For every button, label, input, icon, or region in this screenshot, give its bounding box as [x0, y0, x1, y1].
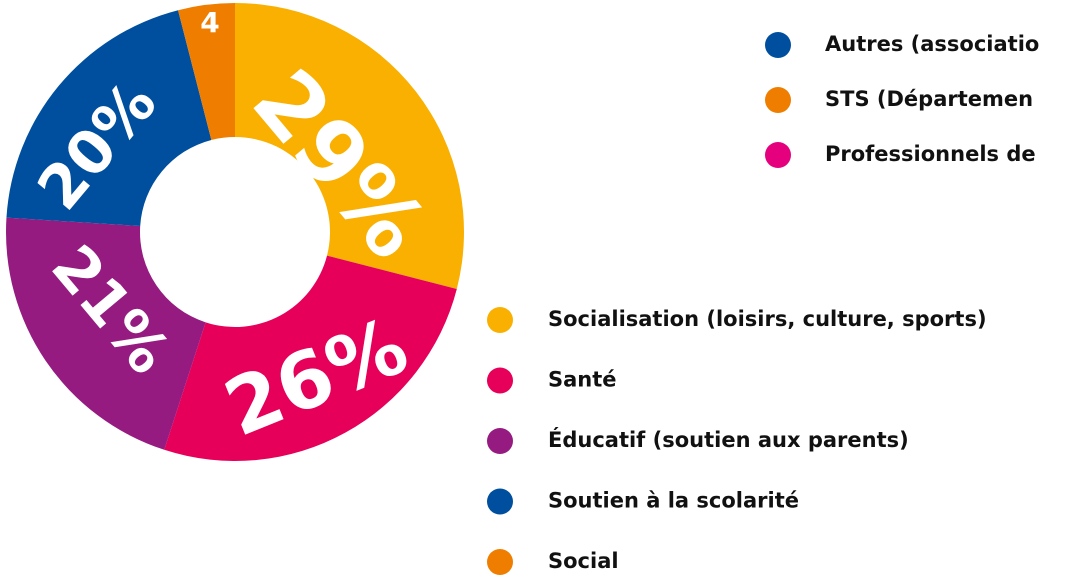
legend-label: Professionnels de	[825, 142, 1036, 166]
slice-label: 4	[200, 6, 219, 39]
legend-swatch	[487, 428, 513, 454]
legend-swatch	[765, 32, 791, 58]
pie-slice	[178, 3, 235, 140]
legend-swatch	[765, 142, 791, 168]
legend-label: STS (Départemen	[825, 87, 1033, 111]
pie-slice	[164, 255, 457, 462]
legend-label: Socialisation (loisirs, culture, sports)	[548, 307, 987, 331]
legend-swatch	[765, 87, 791, 113]
legend-label: Social	[548, 549, 619, 573]
pie-slice	[235, 3, 465, 289]
legend-label: Soutien à la scolarité	[548, 489, 799, 513]
pie-slice	[6, 10, 212, 227]
legend-label: Autres (associatio	[825, 32, 1039, 56]
pie-slice	[6, 217, 206, 450]
legend-label: Éducatif (soutien aux parents)	[548, 427, 909, 452]
legend-swatch	[487, 307, 513, 333]
legend-swatch	[487, 367, 513, 394]
legend-swatch	[487, 488, 513, 515]
legend-label: Santé	[548, 368, 617, 392]
legend-swatch	[487, 549, 513, 575]
